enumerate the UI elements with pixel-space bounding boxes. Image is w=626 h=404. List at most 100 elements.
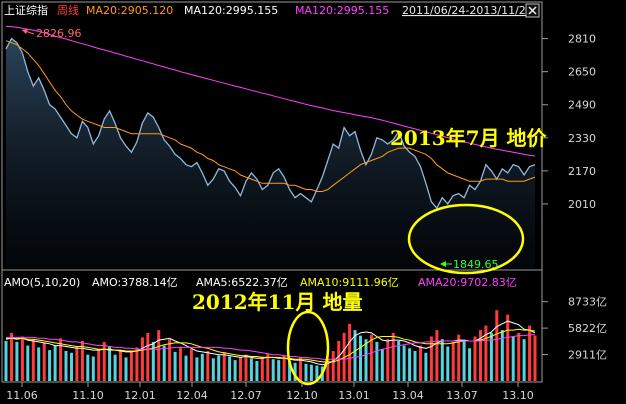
volume-bar <box>162 345 166 381</box>
price-y-tick-label: 2650 <box>568 66 596 79</box>
volume-bar <box>500 330 504 381</box>
volume-bar <box>211 358 215 381</box>
x-axis: 11.06 11.10 12.01 12.04 12.07 12.10 13.01 13.04… <box>6 382 534 402</box>
close-icon[interactable] <box>525 3 540 18</box>
volume-bar <box>228 356 232 381</box>
volume-highlight-ellipse <box>286 310 330 386</box>
volume-bar <box>239 357 242 381</box>
volume-bar <box>424 352 428 381</box>
volume-bar <box>506 314 510 381</box>
volume-bar <box>80 341 84 381</box>
volume-bar <box>10 332 13 381</box>
volume-y-tick-label: 8733亿 <box>568 296 607 309</box>
x-tick-label: 12.10 <box>286 389 318 402</box>
volume-bar <box>124 357 128 381</box>
volume-bar <box>233 360 237 381</box>
volume-bar <box>484 325 488 381</box>
volume-bars <box>4 310 537 381</box>
volume-bar <box>53 345 57 381</box>
volume-bar <box>511 336 515 381</box>
volume-y-tick-label: 5822亿 <box>568 322 607 335</box>
volume-bar <box>288 361 292 381</box>
high-marker: 2826.96 <box>21 27 82 40</box>
ama5-readout: AMA5:6522.37亿 <box>196 276 288 289</box>
volume-bar <box>413 351 417 381</box>
volume-bar <box>48 350 52 381</box>
x-tick-label: 11.10 <box>72 389 104 402</box>
ma20-line <box>5 40 536 192</box>
ma120-line <box>5 25 536 157</box>
volume-bar <box>42 342 46 381</box>
price-area <box>6 38 535 268</box>
x-tick-label: 12.01 <box>124 389 156 402</box>
ama10-readout: AMA10:9111.96亿 <box>300 276 399 289</box>
price-area-fill <box>6 38 535 268</box>
volume-bar <box>369 334 373 381</box>
volume-bar <box>140 337 144 381</box>
volume-bar <box>260 356 264 381</box>
volume-bar <box>31 339 35 381</box>
volume-bar <box>173 351 177 381</box>
volume-bar <box>429 336 433 381</box>
volume-bar <box>468 348 472 381</box>
volume-bar <box>244 354 248 381</box>
volume-bar <box>222 351 226 381</box>
volume-bar <box>271 359 275 381</box>
price-y-axis: 2810 2650 2490 2330 2170 2010 <box>542 33 596 211</box>
volume-bar <box>255 361 259 381</box>
price-y-tick-label: 2490 <box>568 99 596 112</box>
volume-bar <box>86 354 90 381</box>
price-y-tick-label: 2810 <box>568 33 596 46</box>
volume-bar <box>479 330 482 381</box>
volume-bar <box>168 339 172 381</box>
ama10-line <box>6 328 536 363</box>
volume-bar <box>189 349 193 381</box>
volume-y-axis: 8733亿 5822亿 2911亿 <box>542 296 607 362</box>
volume-bar <box>359 335 362 381</box>
volume-bar <box>217 355 221 381</box>
volume-bar <box>386 339 390 381</box>
volume-bar <box>70 352 73 381</box>
volume-bar <box>353 330 357 381</box>
volume-bar <box>364 339 368 381</box>
volume-bar <box>380 349 384 381</box>
volume-bar <box>522 339 526 381</box>
volume-bar <box>457 334 461 381</box>
volume-average-lines <box>5 320 536 366</box>
volume-bar <box>75 346 79 381</box>
volume-bar <box>517 332 521 381</box>
volume-bar <box>195 357 199 381</box>
volume-bar <box>26 345 30 381</box>
x-tick-label: 13.01 <box>338 389 370 402</box>
period-label[interactable]: 周线 <box>57 3 79 17</box>
volume-bar <box>495 310 499 381</box>
volume-bar <box>184 355 188 381</box>
volume-bar <box>119 351 122 381</box>
amo-readout: AMO:3788.14亿 <box>92 276 178 289</box>
volume-bar <box>20 336 24 381</box>
volume-bar <box>419 345 422 381</box>
volume-bar <box>451 341 455 381</box>
volume-bar <box>37 347 41 381</box>
volume-bar <box>489 332 493 381</box>
volume-bar <box>462 341 466 381</box>
volume-bar <box>129 351 133 381</box>
volume-bar <box>59 338 63 381</box>
ma120-readout-b: MA120:2995.155 <box>295 4 389 17</box>
volume-bar <box>266 353 270 381</box>
low-marker: 1849.65 <box>440 258 499 271</box>
x-tick-label: 13.10 <box>502 389 534 402</box>
volume-bar <box>391 332 395 381</box>
volume-bar <box>304 363 308 381</box>
volume-bar <box>179 347 182 381</box>
volume-bar <box>408 348 412 381</box>
x-tick-label: 13.07 <box>446 389 478 402</box>
volume-bar <box>326 359 330 381</box>
volume-bar <box>331 351 335 381</box>
volume-bar <box>113 354 117 381</box>
low-highlight-ellipse <box>407 203 525 275</box>
volume-bar <box>249 358 253 381</box>
volume-bar <box>440 339 444 381</box>
volume-bar <box>151 341 155 381</box>
